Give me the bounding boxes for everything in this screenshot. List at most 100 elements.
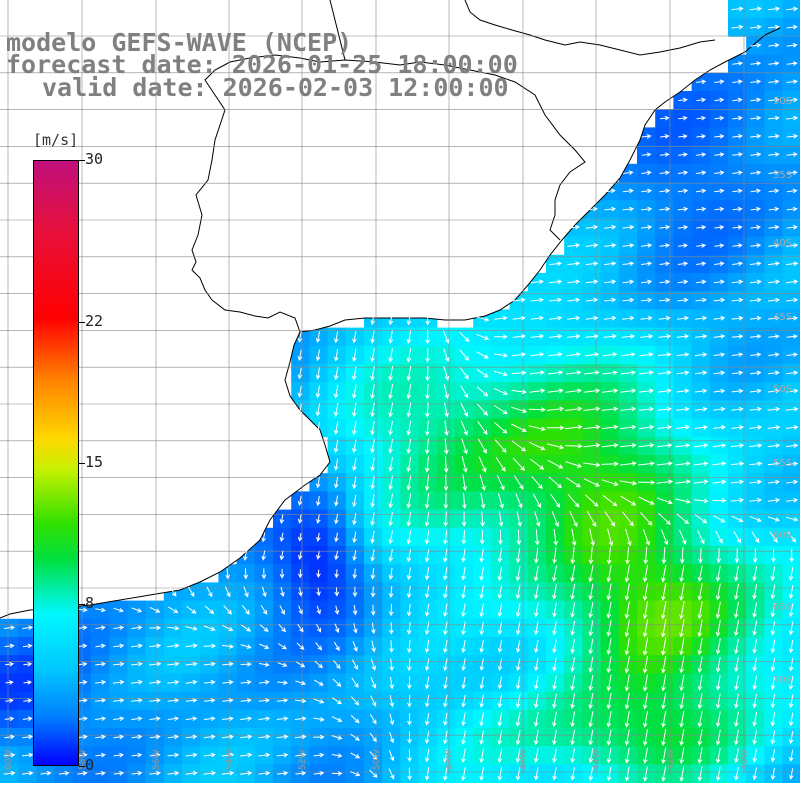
wind-arrow [697,565,703,583]
wind-arrow [712,498,727,503]
wind-arrow [624,692,630,710]
wind-arrow [588,729,594,746]
wind-arrow [424,567,430,581]
wind-arrow [22,643,33,649]
wind-arrow [480,493,486,509]
wind-arrow [297,624,304,633]
wind-arrow [534,639,539,654]
wind-arrow [167,625,180,631]
wind-arrow [675,443,691,448]
wind-arrow [584,352,600,357]
wind-arrow [459,349,470,361]
wind-arrow [406,567,412,581]
wind-arrow [679,583,685,601]
wind-arrow [240,698,252,703]
wind-arrow [443,456,449,473]
wind-arrow [511,423,527,432]
wind-arrow [567,243,581,248]
wind-arrow [406,438,412,454]
wind-arrow [425,330,431,345]
wind-arrow [696,225,707,230]
wind-arrow [443,384,450,400]
wind-arrow [533,584,539,600]
wind-arrow [461,530,467,545]
latitude-label: 60S [773,530,792,541]
wind-arrow [639,406,655,412]
wind-arrow [565,461,583,468]
wind-arrow [714,170,725,176]
wind-arrow [695,279,707,285]
wind-arrow [424,658,430,672]
wind-arrow [789,768,794,780]
wind-arrow [606,656,612,674]
wind-arrow [642,637,649,656]
wind-arrow [767,297,781,303]
wind-arrow [749,443,763,448]
wind-arrow [749,315,762,321]
wind-arrow [786,115,799,121]
wind-arrow [406,330,412,345]
wind-arrow [787,531,797,543]
wind-arrow [570,546,576,565]
wind-arrow [4,716,15,722]
wind-arrow [586,511,597,528]
wind-arrow [749,479,763,485]
wind-arrow [185,679,198,685]
wind-arrow [661,565,667,583]
wind-arrow [622,206,635,212]
wind-arrow [388,750,395,762]
wind-arrow [734,767,739,781]
wind-arrow [369,732,377,743]
wind-arrow [588,674,594,692]
wind-arrow [388,475,393,491]
wind-arrow [444,402,449,418]
wind-arrow [479,548,485,563]
wind-arrow [786,224,798,230]
wind-arrow [570,657,576,673]
wind-arrow [461,676,466,690]
wind-arrow [461,712,466,727]
wind-arrow [529,388,546,394]
wind-arrow [601,443,619,448]
wind-arrow [113,752,125,758]
wind-arrow [497,730,503,746]
wind-arrow [661,711,667,728]
wind-arrow [768,133,780,139]
wind-arrow [552,675,557,691]
wind-arrow [297,385,303,398]
wind-arrow [694,425,708,430]
wind-arrow [477,421,488,435]
wind-arrow [620,388,637,394]
wind-arrow [534,676,539,690]
wind-arrow [714,206,725,212]
wind-arrow [607,528,614,547]
wind-arrow [222,679,234,685]
wind-arrow [406,493,412,509]
wind-arrow [734,748,739,764]
wind-arrow [679,547,685,564]
wind-arrow [697,601,703,620]
wind-arrow [749,497,763,503]
wind-arrow [389,658,394,672]
wind-arrow [131,770,143,776]
wind-arrow [478,456,487,473]
wind-arrow [621,352,636,357]
wind-arrow [752,657,757,672]
wind-arrow [661,601,667,620]
wind-arrow [351,659,358,670]
wind-arrow [279,605,285,615]
wind-arrow [369,751,378,760]
wind-arrow [424,640,430,654]
wind-arrow [294,734,307,740]
wind-arrow [750,334,762,339]
wind-arrow [606,583,612,601]
wind-arrow [752,748,757,763]
wind-arrow [533,711,539,728]
wind-arrow [512,352,527,357]
wind-arrow [657,424,673,430]
wind-arrow [370,695,377,707]
wind-arrow [94,698,107,703]
colorbar-tick-mark [79,463,85,464]
wind-arrow [588,766,594,782]
longitude-label: 42W [666,750,676,770]
